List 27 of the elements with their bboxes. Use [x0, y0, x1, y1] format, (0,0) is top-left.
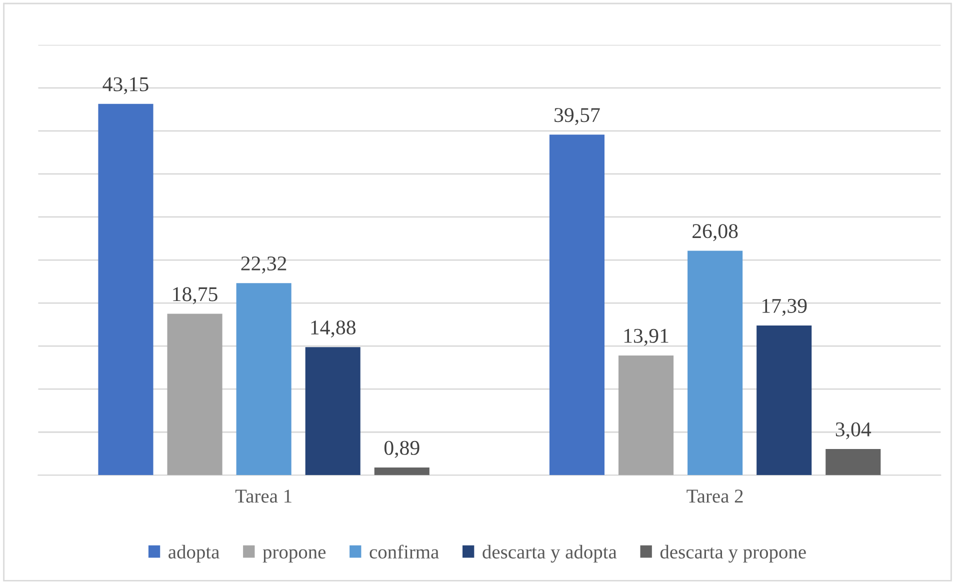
legend-label: descarta y adopta	[482, 544, 617, 563]
data-label: 22,32	[241, 256, 286, 274]
bar	[167, 314, 222, 476]
legend-label: descarta y propone	[660, 544, 806, 563]
bar	[549, 134, 605, 476]
legend-label: confirma	[370, 544, 439, 559]
bar	[305, 347, 360, 476]
x-tick-label: Tarea 2	[686, 490, 743, 503]
bar	[374, 467, 430, 476]
legend-label: adopta	[168, 544, 220, 563]
data-label: 0,89	[384, 440, 420, 458]
x-tick-label: Tarea 1	[235, 490, 292, 503]
data-label: 3,04	[836, 422, 872, 440]
data-label: 14,88	[311, 320, 356, 338]
bar	[826, 448, 881, 476]
bar	[618, 355, 674, 476]
bar	[98, 104, 154, 476]
bar	[756, 326, 812, 476]
data-label: 13,91	[624, 328, 668, 346]
legend-label: propone	[262, 549, 326, 563]
data-label: 18,75	[173, 287, 218, 304]
data-label: 39,57	[554, 108, 600, 126]
bar	[688, 250, 743, 476]
data-label: 43,15	[102, 77, 148, 94]
data-label: 17,39	[762, 298, 807, 316]
bar	[236, 283, 292, 476]
data-label: 26,08	[692, 224, 738, 242]
